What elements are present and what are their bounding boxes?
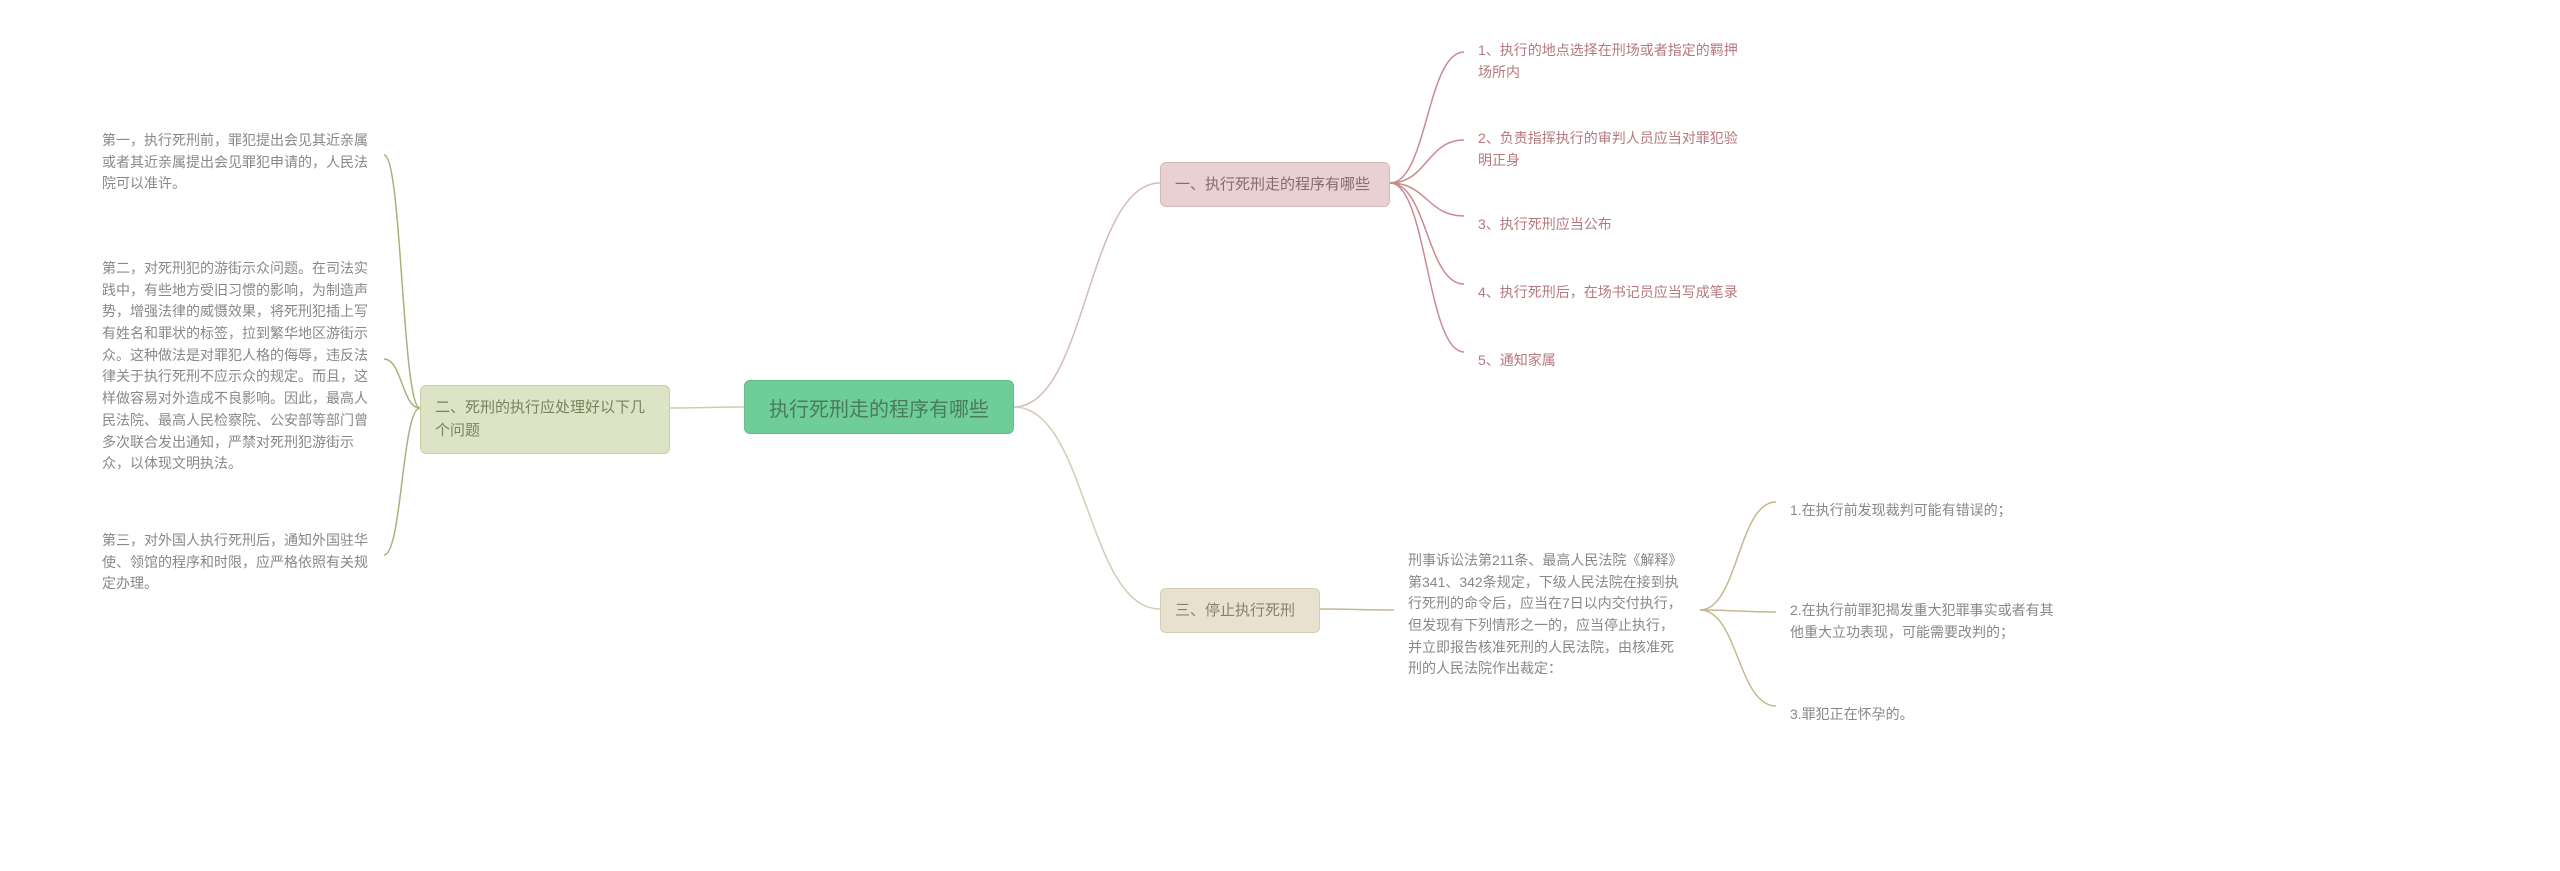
leaf-node: 5、通知家属 [1464, 340, 1664, 382]
leaf-node: 刑事诉讼法第211条、最高人民法院《解释》第341、342条规定，下级人民法院在… [1394, 540, 1700, 690]
branch-node: 三、停止执行死刑 [1160, 588, 1320, 633]
leaf-node: 第一，执行死刑前，罪犯提出会见其近亲属或者其近亲属提出会见罪犯申请的，人民法院可… [88, 120, 384, 205]
leaf-node: 3、执行死刑应当公布 [1464, 204, 1760, 246]
leaf-node: 1、执行的地点选择在刑场或者指定的羁押场所内 [1464, 30, 1760, 93]
leaf-node: 第二，对死刑犯的游街示众问题。在司法实践中，有些地方受旧习惯的影响，为制造声势，… [88, 248, 384, 485]
leaf-node: 2、负责指挥执行的审判人员应当对罪犯验明正身 [1464, 118, 1760, 181]
leaf-node: 1.在执行前发现裁判可能有错误的； [1776, 490, 2066, 532]
root-node: 执行死刑走的程序有哪些 [744, 380, 1014, 434]
leaf-node: 第三，对外国人执行死刑后，通知外国驻华使、领馆的程序和时限，应严格依照有关规定办… [88, 520, 384, 605]
leaf-node: 3.罪犯正在怀孕的。 [1776, 694, 2066, 736]
leaf-node: 4、执行死刑后，在场书记员应当写成笔录 [1464, 272, 1760, 314]
connectors-svg [0, 0, 2560, 871]
branch-node: 一、执行死刑走的程序有哪些 [1160, 162, 1390, 207]
leaf-node: 2.在执行前罪犯揭发重大犯罪事实或者有其他重大立功表现，可能需要改判的； [1776, 590, 2072, 653]
branch-node: 二、死刑的执行应处理好以下几个问题 [420, 385, 670, 454]
